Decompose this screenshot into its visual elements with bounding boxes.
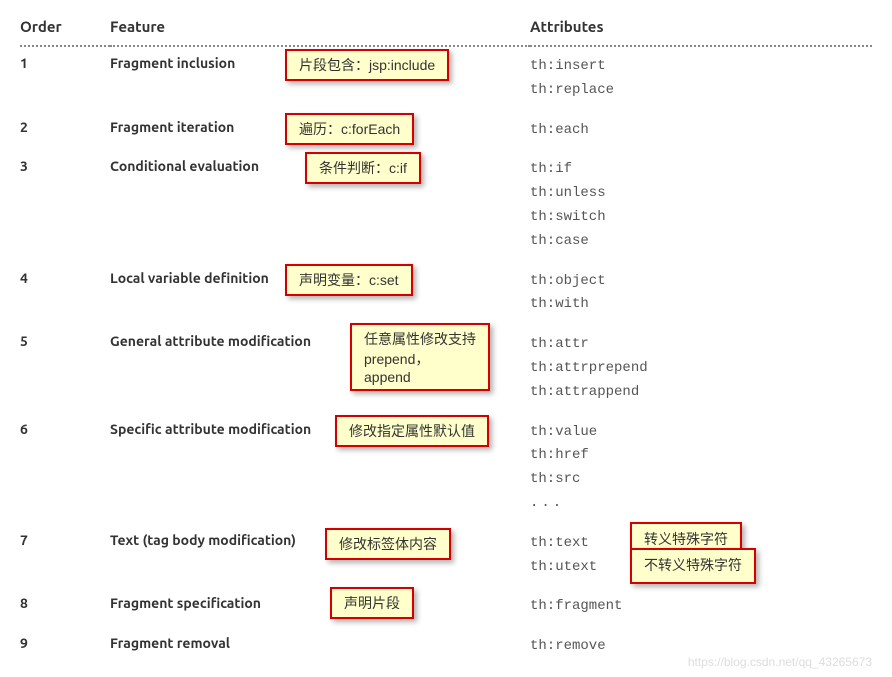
header-feature: Feature [110,10,530,46]
order-cell: 4 [20,262,110,326]
attribute-value: th:value [530,421,862,445]
feature-cell: Text (tag body modification)修改标签体内容 [110,524,530,588]
feature-cell: Fragment removal [110,627,530,667]
table-row: 8Fragment specification声明片段th:fragment [20,587,872,627]
attribute-value: th:attrprepend [530,357,862,381]
attribute-value: th:src [530,468,862,492]
annotation-note: 声明变量：c:set [285,264,413,296]
attributes-cell: th:attrth:attrprependth:attrappend [530,325,872,412]
order-cell: 2 [20,111,110,151]
feature-cell: Fragment iteration遍历：c:forEach [110,111,530,151]
order-cell: 8 [20,587,110,627]
order-cell: 6 [20,413,110,524]
feature-cell: Fragment inclusion片段包含：jsp:include [110,46,530,111]
annotation-note: 修改指定属性默认值 [335,415,489,447]
attribute-value: th:each [530,119,862,143]
order-cell: 9 [20,627,110,667]
feature-cell: Specific attribute modification修改指定属性默认值 [110,413,530,524]
attribute-value: th:attrappend [530,381,862,405]
attribute-value: ... [530,492,862,516]
attribute-value: th:with [530,293,862,317]
table-row: 5General attribute modification任意属性修改支持p… [20,325,872,412]
order-cell: 3 [20,150,110,261]
attribute-value: th:attr [530,333,862,357]
annotation-note: 片段包含：jsp:include [285,49,449,81]
feature-cell: Local variable definition声明变量：c:set [110,262,530,326]
attribute-value: th:replace [530,79,862,103]
attribute-value: th:switch [530,206,862,230]
table-row: 3Conditional evaluation条件判断：c:ifth:ifth:… [20,150,872,261]
attributes-cell: th:objectth:with [530,262,872,326]
table-row: 4Local variable definition声明变量：c:setth:o… [20,262,872,326]
feature-cell: Conditional evaluation条件判断：c:if [110,150,530,261]
attributes-cell: th:fragment [530,587,872,627]
annotation-note: 条件判断：c:if [305,152,421,184]
attributes-cell: th:each [530,111,872,151]
annotation-note: 不转义特殊字符 [630,548,756,584]
attribute-value: th:href [530,444,862,468]
attribute-value: th:if [530,158,862,182]
feature-cell: General attribute modification任意属性修改支持pr… [110,325,530,412]
annotation-note: 遍历：c:forEach [285,113,414,145]
annotation-note: 任意属性修改支持prepend，append [350,323,490,391]
header-row: Order Feature Attributes [20,10,872,46]
attributes-cell: th:insertth:replace [530,46,872,111]
annotation-note: 修改标签体内容 [325,528,451,560]
table-row: 6Specific attribute modification修改指定属性默认… [20,413,872,524]
attributes-cell: th:textth:utext转义特殊字符不转义特殊字符 [530,524,872,588]
attribute-value: th:object [530,270,862,294]
feature-cell: Fragment specification声明片段 [110,587,530,627]
table-row: 7Text (tag body modification)修改标签体内容th:t… [20,524,872,588]
attribute-value: th:fragment [530,595,862,619]
attributes-cell: th:valueth:hrefth:src... [530,413,872,524]
header-order: Order [20,10,110,46]
order-cell: 1 [20,46,110,111]
table-row: 2Fragment iteration遍历：c:forEachth:each [20,111,872,151]
attributes-cell: th:ifth:unlessth:switchth:case [530,150,872,261]
attribute-value: th:unless [530,182,862,206]
attribute-value: th:case [530,230,862,254]
annotation-note: 声明片段 [330,587,414,619]
header-attributes: Attributes [530,10,872,46]
order-cell: 5 [20,325,110,412]
attribute-precedence-table: Order Feature Attributes 1Fragment inclu… [20,10,872,667]
order-cell: 7 [20,524,110,588]
table-row: 1Fragment inclusion片段包含：jsp:includeth:in… [20,46,872,111]
watermark-text: https://blog.csdn.net/qq_43265673 [688,655,872,669]
attribute-value: th:insert [530,55,862,79]
